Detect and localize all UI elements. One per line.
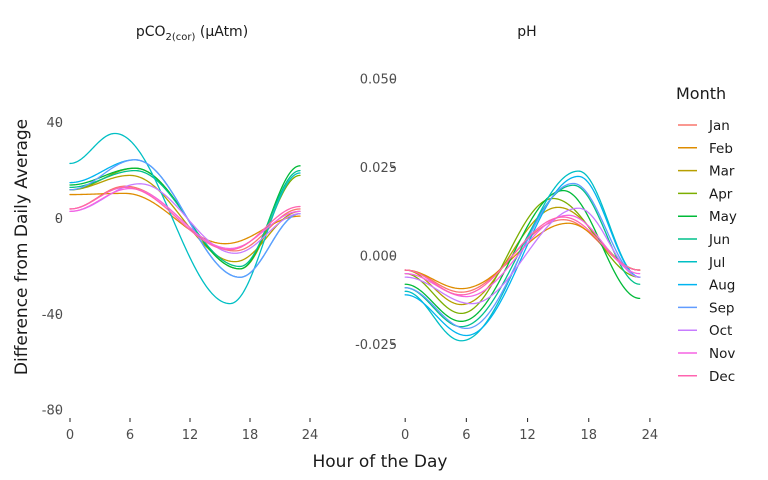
series-line-pco2-sep [69,159,301,278]
legend-label: Nov [709,346,735,362]
y-tick-label: 0.050 [360,73,397,88]
legend-label: May [709,209,737,225]
legend-item-oct: Oct [678,323,732,339]
series-line-pco2-nov [69,187,301,250]
panel-ph: pH -0.025 0.000 0.025 0.050 0 6 12 18 24 [355,24,658,443]
x-tick-label: 18 [580,428,597,443]
y-tick-label: -0.025 [355,338,397,353]
legend-item-jun: Jun [678,232,730,248]
panel-pco2-y-axis: -80 -40 0 40 [42,116,63,419]
legend-label: Aug [709,278,735,294]
x-tick-label: 24 [302,428,319,443]
series-line-ph-oct [404,207,641,305]
legend-title: Month [676,84,726,103]
series-line-ph-dec [404,216,641,296]
legend-item-mar: Mar [678,164,735,180]
panel-ph-x-axis: 0 6 12 18 24 [401,418,658,443]
legend-item-may: May [678,209,737,225]
legend-item-jul: Jul [678,255,725,271]
panel-pco2-x-axis: 0 6 12 18 24 [66,418,318,443]
panel-pco2: pCO2(cor) (μAtm) -80 -40 0 40 0 6 12 18 24 [42,24,319,443]
legend-item-jan: Jan [678,118,730,134]
series-line-pco2-jul [69,132,301,305]
legend-label: Feb [709,141,733,157]
legend-label: Mar [709,164,735,180]
series-line-ph-jun [404,184,641,328]
x-tick-label: 6 [462,428,470,443]
x-tick-label: 6 [126,428,134,443]
y-tick-label: 0 [55,212,63,227]
x-tick-label: 0 [66,428,74,443]
legend-label: Apr [709,186,733,202]
y-tick-label: -80 [42,404,63,419]
y-tick-label: 0.000 [360,249,397,264]
series-line-pco2-mar [69,174,301,263]
legend-items: Jan Feb Mar Apr May Jun Jul Aug Sep Oct Nov Dec [678,118,737,385]
series-line-ph-aug [404,175,641,337]
legend-item-nov: Nov [678,346,735,362]
legend-label: Jul [708,255,725,271]
x-axis-title: Hour of the Day [312,452,447,472]
legend-label: Dec [709,369,735,385]
legend-label: Jun [708,232,730,248]
panel-ph-series [404,170,641,342]
legend-label: Oct [709,323,732,339]
panel-pco2-title: pCO2(cor) (μAtm) [136,24,248,43]
x-tick-label: 12 [182,428,199,443]
legend-item-aug: Aug [678,278,735,294]
panel-ph-title: pH [517,24,536,40]
legend-item-sep: Sep [678,300,734,316]
y-axis-title: Difference from Daily Average [12,119,32,375]
y-tick-label: 0.025 [360,161,397,176]
legend-label: Sep [709,300,734,316]
x-tick-label: 0 [401,428,409,443]
x-tick-label: 18 [242,428,259,443]
panel-pco2-series [69,132,301,305]
panel-ph-y-axis: -0.025 0.000 0.025 0.050 [355,73,397,353]
y-tick-label: -40 [42,308,63,323]
legend: Month Jan Feb Mar Apr May Jun Jul Aug Sep Oct Nov D… [676,84,737,385]
x-tick-label: 24 [642,428,659,443]
x-tick-label: 12 [519,428,536,443]
series-line-pco2-jan [69,185,301,252]
legend-item-feb: Feb [678,141,733,157]
legend-item-dec: Dec [678,369,735,385]
legend-item-apr: Apr [678,186,733,202]
series-line-pco2-dec [69,186,301,251]
legend-label: Jan [708,118,730,134]
y-tick-label: 40 [46,116,63,131]
